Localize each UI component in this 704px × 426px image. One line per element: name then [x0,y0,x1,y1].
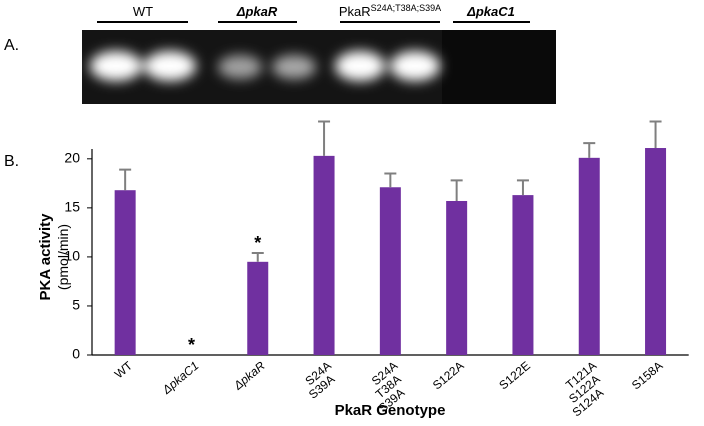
x-tick-label: T121AS122AS124A [553,359,615,420]
error-bar [384,172,397,188]
lane-label: WT [133,4,153,19]
x-axis-title: PkaR Genotype [335,402,446,419]
y-tick-label: 20 [64,150,80,166]
bar [313,155,335,355]
panel-label: B. [4,153,19,170]
x-tick-label-line: S158A [629,359,666,393]
bar [645,148,667,355]
significance-marker: * [188,335,195,355]
bar [379,187,401,355]
y-tick-label: 15 [64,199,80,215]
bar [512,195,534,355]
gel-image [82,30,556,104]
x-tick-label-line: WT [112,358,136,381]
error-bar [516,179,529,196]
x-tick-label: WT [112,358,136,381]
x-tick-label: S122A [430,359,467,393]
lane-label: ΔpkaR [236,4,278,19]
y-axis-title: PKA activity [37,213,54,301]
bar [247,261,269,355]
y-tick-label: 0 [72,346,80,362]
x-tick-label-line: ΔpkaR [230,358,268,393]
error-bar [318,120,331,156]
error-bar [583,142,596,158]
lane-label-main: PkaR [339,4,371,19]
x-tick-label-line: S122E [496,359,533,393]
lane-label-superscript: S24A;T38A;S39A [371,3,442,13]
x-tick-label-line: ΔpkaC1 [159,359,202,398]
y-axis-subtitle: (pmol/min) [55,224,71,290]
x-tick-label: S24AS39A [298,359,342,402]
x-tick-label: S158A [629,359,666,393]
lane-label: ΔpkaC1 [466,4,515,19]
y-tick-label: 10 [64,248,80,264]
error-bar [119,168,132,191]
bar [114,190,136,355]
bar [578,157,600,355]
x-tick-label-line: S122A [430,359,467,393]
significance-marker: * [254,233,261,253]
error-bar [649,120,662,149]
panel-label: A. [4,37,19,54]
x-tick-label: ΔpkaR [230,358,268,393]
error-bar [450,179,463,201]
lane-label: PkaRS24A;T38A;S39A [339,3,441,19]
error-bar [251,251,264,262]
x-tick-label: ΔpkaC1 [159,359,202,398]
x-tick-label: S122E [496,359,533,393]
bar [446,200,468,355]
y-tick-label: 5 [72,297,80,313]
